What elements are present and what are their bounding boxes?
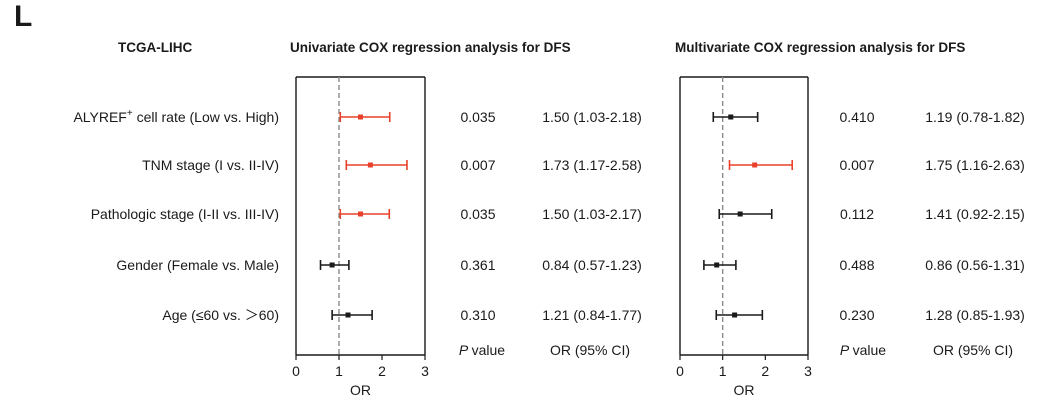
p-value: 0.230 — [839, 307, 874, 323]
or-ci-value: 1.73 (1.17-2.58) — [542, 157, 642, 173]
p-value: 0.035 — [460, 206, 495, 222]
or-point — [329, 262, 335, 268]
x-tick-label: 3 — [421, 363, 429, 379]
row-label: TNM stage (I vs. II-IV) — [142, 157, 279, 173]
or-point — [732, 312, 738, 318]
or-ci-header: OR (95% CI) — [550, 342, 630, 358]
or-point — [367, 162, 373, 168]
p-value-header: P value — [459, 342, 505, 358]
x-tick-label: 1 — [719, 363, 727, 379]
row-label: Gender (Female vs. Male) — [116, 257, 279, 273]
x-axis-title: OR — [734, 382, 755, 398]
p-value: 0.310 — [460, 307, 495, 323]
row-label: ALYREF+ cell rate (Low vs. High) — [73, 108, 279, 125]
x-tick-label: 2 — [378, 363, 386, 379]
or-ci-value: 1.50 (1.03-2.18) — [542, 109, 642, 125]
univariate-title: Univariate COX regression analysis for D… — [290, 40, 571, 55]
x-axis-title: OR — [350, 382, 371, 398]
x-tick-label: 0 — [676, 363, 684, 379]
or-ci-value: 1.75 (1.16-2.63) — [925, 157, 1025, 173]
or-point — [345, 312, 351, 318]
p-value: 0.007 — [839, 157, 874, 173]
or-point — [358, 211, 363, 217]
x-tick-label: 3 — [804, 363, 812, 379]
row-label: Age (≤60 vs. ＞60) — [162, 307, 279, 323]
or-ci-header: OR (95% CI) — [933, 342, 1013, 358]
or-point — [737, 211, 743, 217]
or-point — [714, 262, 720, 268]
p-value: 0.410 — [839, 109, 874, 125]
or-ci-value: 0.86 (0.56-1.31) — [925, 257, 1025, 273]
p-value: 0.035 — [460, 109, 495, 125]
x-tick-label: 1 — [335, 363, 343, 379]
or-point — [752, 162, 758, 168]
x-tick-label: 0 — [292, 363, 300, 379]
x-tick-label: 2 — [761, 363, 769, 379]
row-label: Pathologic stage (I-II vs. III-IV) — [91, 206, 279, 222]
p-value: 0.361 — [460, 257, 495, 273]
multivariate-title: Multivariate COX regression analysis for… — [675, 40, 966, 55]
p-value: 0.007 — [460, 157, 495, 173]
or-ci-value: 1.28 (0.85-1.93) — [925, 307, 1025, 323]
or-ci-value: 1.21 (0.84-1.77) — [542, 307, 642, 323]
or-ci-value: 1.41 (0.92-2.15) — [925, 206, 1025, 222]
p-value: 0.112 — [840, 206, 874, 222]
p-value: 0.488 — [839, 257, 874, 273]
or-point — [358, 114, 363, 120]
panel-letter: L — [14, 0, 33, 33]
or-ci-value: 0.84 (0.57-1.23) — [542, 257, 642, 273]
or-ci-value: 1.19 (0.78-1.82) — [925, 109, 1025, 125]
p-value-header: P value — [840, 342, 886, 358]
or-ci-value: 1.50 (1.03-2.17) — [542, 206, 642, 222]
cohort-title: TCGA-LIHC — [118, 40, 193, 55]
or-point — [728, 114, 734, 120]
